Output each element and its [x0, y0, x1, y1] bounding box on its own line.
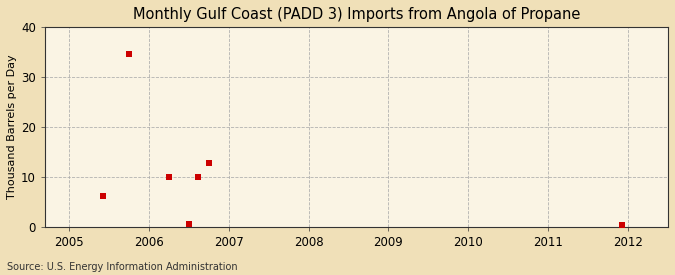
Y-axis label: Thousand Barrels per Day: Thousand Barrels per Day [7, 55, 17, 199]
Point [97, 194, 108, 198]
Point [203, 161, 214, 166]
Point [184, 222, 194, 227]
Point [163, 175, 174, 179]
Title: Monthly Gulf Coast (PADD 3) Imports from Angola of Propane: Monthly Gulf Coast (PADD 3) Imports from… [133, 7, 580, 22]
Point [616, 223, 627, 227]
Text: Source: U.S. Energy Information Administration: Source: U.S. Energy Information Administ… [7, 262, 238, 272]
Point [124, 51, 134, 56]
Point [193, 175, 204, 179]
